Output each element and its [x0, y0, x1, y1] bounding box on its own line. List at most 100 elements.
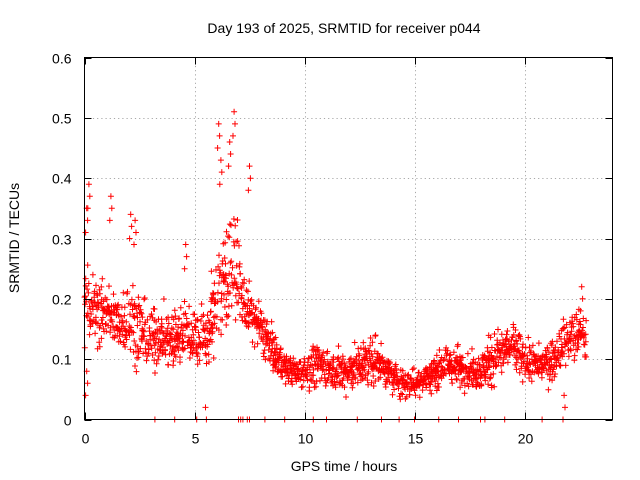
data-point — [513, 337, 520, 344]
data-point — [247, 175, 254, 182]
data-point — [504, 359, 511, 366]
y-tick-label: 0.3 — [52, 232, 72, 248]
data-point — [228, 271, 235, 278]
data-point — [434, 380, 441, 387]
data-point — [225, 233, 232, 240]
data-point — [232, 222, 239, 229]
data-point — [247, 298, 254, 305]
data-point — [506, 352, 513, 358]
data-point — [315, 347, 322, 354]
data-point — [117, 338, 124, 345]
data-point — [142, 345, 149, 352]
data-point — [234, 217, 241, 223]
data-point — [236, 242, 242, 249]
data-point — [244, 288, 251, 295]
data-point — [324, 348, 331, 355]
data-point — [109, 318, 116, 325]
data-point — [565, 353, 572, 360]
data-point — [561, 350, 567, 357]
data-point — [221, 304, 228, 310]
data-point — [406, 391, 413, 398]
data-point — [548, 342, 555, 349]
data-point — [356, 352, 363, 359]
data-point — [516, 369, 523, 376]
data-point — [330, 364, 337, 371]
data-point — [579, 295, 586, 302]
data-point — [574, 346, 581, 353]
data-point — [269, 329, 276, 336]
data-point — [225, 283, 232, 290]
data-point — [86, 331, 93, 338]
data-point — [202, 320, 209, 327]
data-point — [256, 330, 263, 337]
data-point — [519, 378, 526, 385]
data-point — [295, 365, 302, 372]
data-point — [309, 362, 316, 369]
data-point — [153, 360, 160, 367]
data-point — [488, 344, 495, 351]
data-point — [82, 293, 89, 300]
data-point — [228, 302, 235, 309]
data-point — [132, 217, 139, 224]
data-point — [204, 312, 211, 319]
data-point — [216, 132, 223, 139]
grid — [84, 57, 613, 420]
data-point — [446, 352, 453, 359]
data-point — [119, 317, 126, 324]
data-point — [182, 310, 189, 317]
data-point — [137, 309, 144, 316]
data-point — [299, 383, 306, 390]
data-point — [82, 275, 89, 282]
data-point — [99, 314, 106, 321]
data-point — [230, 216, 237, 222]
data-point — [148, 345, 155, 352]
data-point — [143, 357, 150, 364]
data-point — [196, 357, 203, 364]
data-point — [448, 376, 455, 383]
data-point — [560, 325, 567, 332]
data-point — [208, 268, 215, 275]
data-point — [340, 375, 347, 382]
data-point — [367, 342, 374, 349]
data-point — [181, 265, 188, 272]
data-point — [290, 355, 297, 362]
data-point — [528, 378, 535, 385]
data-point — [463, 365, 470, 372]
data-point — [186, 303, 193, 310]
data-point — [566, 335, 573, 342]
data-point — [343, 394, 349, 400]
data-point — [136, 348, 142, 355]
data-point — [515, 356, 521, 363]
data-point — [582, 338, 589, 345]
data-point — [469, 345, 475, 352]
data-point — [361, 366, 368, 373]
data-point — [182, 332, 188, 339]
data-point — [352, 375, 359, 382]
data-point — [421, 377, 427, 384]
data-point — [225, 313, 232, 319]
data-point — [195, 329, 202, 336]
data-point — [341, 384, 348, 391]
data-point — [441, 356, 448, 363]
data-point — [457, 384, 464, 391]
data-point — [197, 318, 204, 324]
data-point — [364, 377, 371, 384]
data-point — [238, 285, 245, 291]
data-point — [481, 352, 488, 359]
data-point — [218, 331, 225, 338]
data-point — [171, 307, 178, 314]
data-point — [449, 380, 456, 387]
data-point — [123, 336, 130, 343]
data-point — [225, 163, 232, 170]
data-point — [495, 326, 501, 333]
data-point — [140, 327, 147, 334]
data-point — [552, 371, 559, 377]
data-point — [355, 357, 362, 364]
data-point — [461, 390, 468, 397]
data-point — [370, 373, 377, 379]
data-point — [85, 280, 92, 287]
data-point — [583, 317, 590, 324]
data-point — [333, 366, 340, 373]
data-point — [365, 381, 372, 388]
data-point — [246, 305, 253, 312]
